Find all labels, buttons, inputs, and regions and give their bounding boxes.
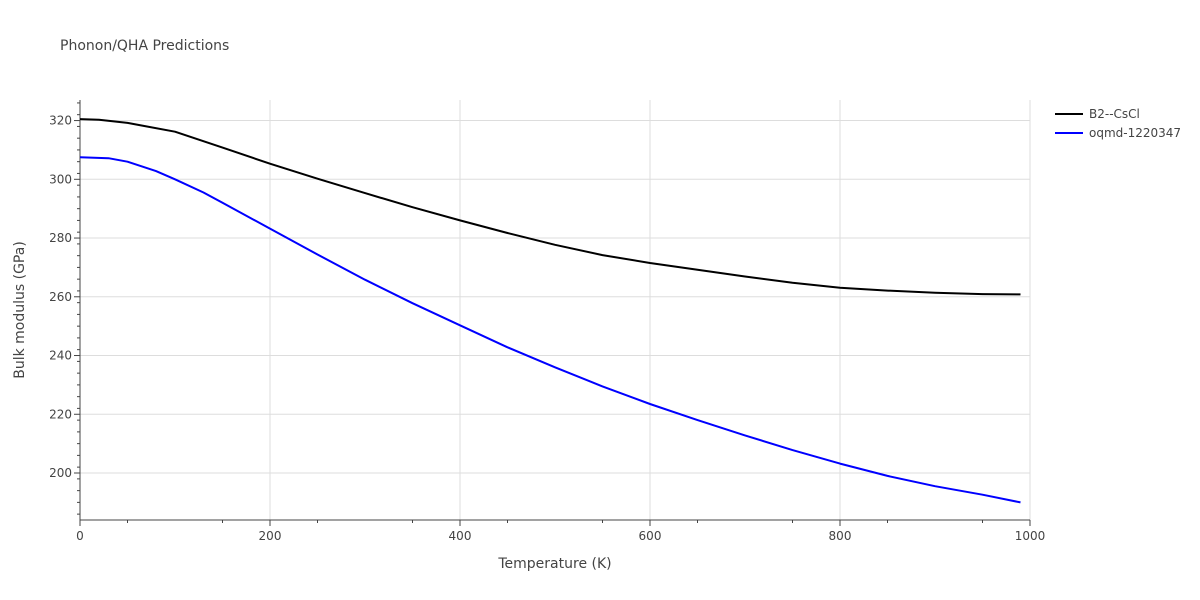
x-tick-label: 600 — [639, 529, 662, 543]
x-tick-label: 0 — [76, 529, 84, 543]
y-tick-label: 260 — [49, 290, 72, 304]
y-tick-label: 200 — [49, 466, 72, 480]
legend-label: oqmd-1220347 — [1089, 126, 1181, 140]
chart-title: Phonon/QHA Predictions — [60, 38, 229, 54]
series-lines — [79, 118, 1021, 504]
series-line-2 — [79, 156, 1021, 504]
x-tick-label: 800 — [829, 529, 852, 543]
axes — [79, 100, 1030, 521]
series-line-1 — [79, 118, 1021, 296]
x-axis-title: Temperature (K) — [497, 556, 611, 572]
legend-label: B2--CsCl — [1089, 107, 1140, 121]
y-tick-label: 240 — [49, 349, 72, 363]
y-tick-label: 320 — [49, 114, 72, 128]
y-tick-label: 280 — [49, 231, 72, 245]
y-axis-title: Bulk modulus (GPa) — [12, 241, 28, 379]
x-tick-label: 200 — [259, 529, 282, 543]
x-axis-ticks: 0 200 400 600 800 1000 — [76, 520, 1045, 543]
x-tick-label: 1000 — [1015, 529, 1046, 543]
legend: B2--CsCl oqmd-1220347 — [1055, 107, 1181, 140]
y-tick-label: 300 — [49, 172, 72, 186]
grid — [80, 100, 1031, 520]
y-axis-ticks: 200 220 240 260 280 300 320 — [49, 102, 80, 515]
x-tick-label: 400 — [449, 529, 472, 543]
y-tick-label: 220 — [49, 407, 72, 421]
